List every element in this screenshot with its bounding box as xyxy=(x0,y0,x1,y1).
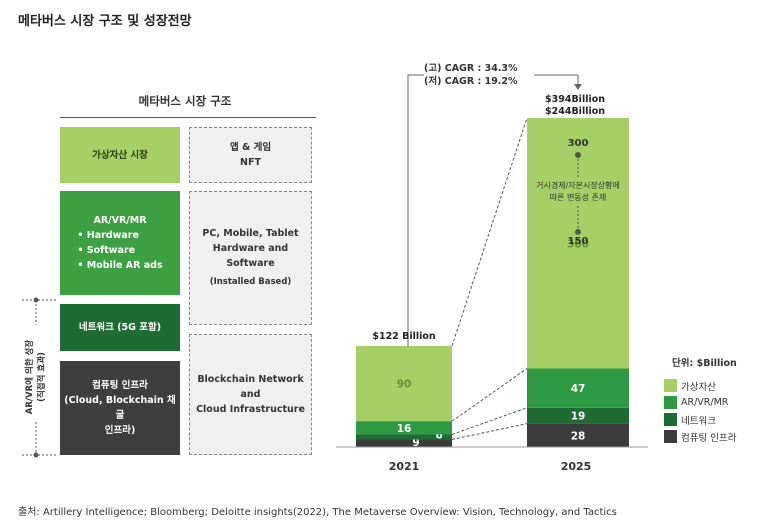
apps-line-2: NFT xyxy=(240,157,261,168)
devices-line-3: (Installed Based) xyxy=(209,277,292,287)
legend: 가상자산 AR/VR/MR 네트워크 컴퓨팅 인프라 xyxy=(664,377,736,445)
volatility-note-line-2: 따른 변동성 존재 xyxy=(549,193,607,202)
network-box: 네트워크 (5G 포함) xyxy=(60,304,180,351)
bar-label-2025-computing: 28 xyxy=(571,430,586,442)
bar-2021-ar-vr xyxy=(356,421,452,435)
bar-2025-ar-vr xyxy=(527,368,629,408)
connector-network xyxy=(451,407,528,435)
volatility-note: 거시경제/자본시장상황에 따른 변동성 존재 xyxy=(527,180,629,204)
bar-2021-computing xyxy=(356,439,452,447)
legend-item-virtual-assets: 가상자산 xyxy=(664,377,736,394)
connector-ar-vr xyxy=(451,368,528,422)
virtual-assets-box: 가상자산 시장 xyxy=(60,127,180,183)
network-label: 네트워크 (5G 포함) xyxy=(78,322,162,333)
total-label-2025-low: $244Billion xyxy=(545,106,605,117)
bar-label-2021-network: 6 xyxy=(435,429,442,441)
legend-label-ar-vr: AR/VR/MR xyxy=(681,397,729,408)
bar-2021-network xyxy=(356,434,452,440)
bar-label-2021-ar-vr: 16 xyxy=(397,423,412,435)
source-note: 출처: Artillery Intelligence; Bloomberg; D… xyxy=(18,507,617,518)
bar-label-2025-network: 19 xyxy=(571,411,586,423)
cagr-high: (고) CAGR : 34.3% xyxy=(424,63,518,74)
structure-title: 메타버스 시장 구조 xyxy=(138,94,232,108)
devices-line-2: Hardware and Software xyxy=(212,243,289,269)
devices-box: PC, Mobile, Tablet Hardware and Software… xyxy=(189,191,312,325)
structure-title-underline xyxy=(60,117,316,118)
bar-2021-virtual-assets xyxy=(356,345,452,422)
x-tick-2021: 2021 xyxy=(388,460,420,473)
devices-line-1: PC, Mobile, Tablet xyxy=(202,228,299,239)
bar-label-2025-ar-vr: 47 xyxy=(571,383,586,395)
ar-vr-item-mobile-ads: • Mobile AR ads xyxy=(77,260,163,271)
growth-bracket xyxy=(22,297,58,458)
blockchain-line-2: Cloud Infrastructure xyxy=(196,404,305,415)
cagr-low: (저) CAGR : 19.2% xyxy=(424,76,518,87)
computing-line-1: 컴퓨팅 인프라 xyxy=(92,380,148,391)
bar-2025-network xyxy=(527,407,629,424)
bar-2025-computing xyxy=(527,423,629,447)
bar-label-2021-computing: 9 xyxy=(412,437,419,449)
volatility-marker-low xyxy=(575,229,581,235)
bar-label-2021-virtual-assets: 90 xyxy=(397,379,412,391)
legend-item-network: 네트워크 xyxy=(664,411,736,428)
ar-vr-item-hardware: • Hardware xyxy=(77,230,139,241)
legend-item-ar-vr: AR/VR/MR xyxy=(664,394,736,411)
apps-box: 앱 & 게임 NFT xyxy=(189,127,312,183)
annotation-high-value: 300 xyxy=(567,138,589,149)
legend-unit: 단위: $Billion xyxy=(672,358,737,369)
computing-box: 컴퓨팅 인프라 (Cloud, Blockchain 채굴 인프라) xyxy=(60,361,180,455)
total-label-2025-high: $394Billion xyxy=(545,94,605,105)
legend-label-network: 네트워크 xyxy=(681,415,716,427)
volatility-note-line-1: 거시경제/자본시장상황에 xyxy=(536,181,620,190)
legend-swatch-computing xyxy=(664,430,677,443)
computing-line-3: 인프라) xyxy=(104,425,136,436)
connector-virtual-assets xyxy=(451,117,528,347)
legend-label-virtual-assets: 가상자산 xyxy=(681,381,716,393)
volatility-marker-high xyxy=(575,152,581,158)
ar-vr-box: AR/VR/MR • Hardware • Software • Mobile … xyxy=(60,191,180,295)
total-label-2021: $122 Billion xyxy=(372,331,436,342)
blockchain-box: Blockchain Network and Cloud Infrastruct… xyxy=(189,334,312,455)
legend-item-computing: 컴퓨팅 인프라 xyxy=(664,428,736,445)
legend-swatch-network xyxy=(664,413,677,426)
legend-swatch-virtual-assets xyxy=(664,379,677,392)
x-tick-2025: 2025 xyxy=(560,460,592,473)
blockchain-line-1: Blockchain Network and xyxy=(197,374,304,400)
legend-swatch-ar-vr xyxy=(664,396,677,409)
apps-line-1: 앱 & 게임 xyxy=(229,142,272,153)
page-title: 메타버스 시장 구조 및 성장전망 xyxy=(18,14,192,29)
ar-vr-item-software: • Software xyxy=(77,245,136,256)
bar-label-2025-virtual-assets: 300 xyxy=(567,238,589,250)
computing-line-2: (Cloud, Blockchain 채굴 xyxy=(64,395,176,421)
ar-vr-title: AR/VR/MR xyxy=(93,215,147,226)
legend-label-computing: 컴퓨팅 인프라 xyxy=(681,432,737,444)
virtual-assets-label: 가상자산 시장 xyxy=(92,149,148,161)
annotation-low-value: 150 xyxy=(567,236,589,247)
connector-computing xyxy=(451,423,528,440)
cagr-label: (고) CAGR : 34.3% (저) CAGR : 19.2% xyxy=(424,62,534,88)
